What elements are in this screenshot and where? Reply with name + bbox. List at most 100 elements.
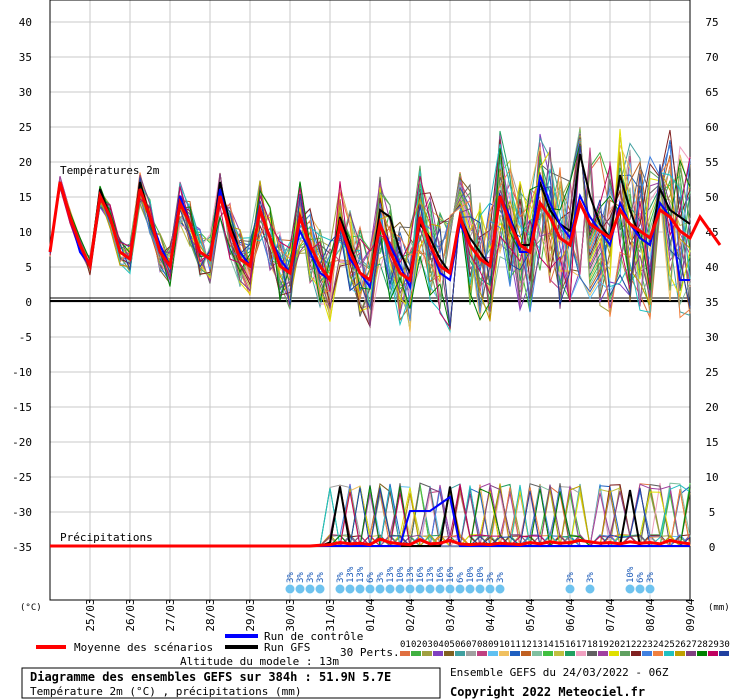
snow-probability-label: 10% [626,566,636,583]
legend: Moyenne des scénarios Run de contrôle Ru… [36,630,730,668]
right-tick-label: 0 [709,541,716,554]
left-tick-label: -10 [12,366,32,379]
chart-series [48,127,722,548]
perturbation-color-swatch [587,651,597,656]
date-tick-label: 31/03 [324,598,337,631]
right-tick-label: 60 [705,121,718,134]
perturbation-id-label: 30 [719,640,730,650]
legend-perts-label: 30 Perts. [340,646,400,659]
right-tick-label: 65 [705,86,718,99]
left-tick-label: -20 [12,436,32,449]
snow-flake-icon [384,583,396,595]
perturbation-id-label: 24 [653,640,664,650]
left-tick-label: 25 [19,121,32,134]
perturbation-color-swatch [598,651,608,656]
right-tick-label: 15 [705,436,718,449]
date-tick-label: 03/04 [444,598,457,631]
left-tick-label: 30 [19,86,32,99]
perturbation-color-swatch [708,651,718,656]
snow-flake-icon [434,583,446,595]
snow-probability-label: 3% [566,572,576,583]
date-tick-label: 30/03 [284,598,297,631]
snow-flake-icon [374,583,386,595]
snow-probability-label: 16% [436,566,446,583]
perturbation-color-swatch [543,651,553,656]
footer-run-info: Ensemble GEFS du 24/03/2022 - 06Z [450,666,669,679]
right-tick-label: 40 [705,261,718,274]
perturbation-color-swatch [466,651,476,656]
snow-flake-icon [624,583,636,595]
perturbation-color-swatch [719,651,729,656]
perturbation-color-swatch [422,651,432,656]
snow-probability-label: 16% [416,566,426,583]
perturbation-id-label: 16 [565,640,576,650]
footer-title: Diagramme des ensembles GEFS sur 384h : … [30,670,391,684]
snow-flake-icon [354,583,366,595]
perturbation-id-label: 05 [444,640,455,650]
snow-flake-icon [284,583,296,595]
left-axis-unit: (°C) [20,603,42,613]
snow-probability-label: 3% [486,572,496,583]
snow-flake-icon [314,583,326,595]
snow-probability-label: 13% [356,566,366,583]
perturbation-id-label: 08 [477,640,488,650]
date-tick-label: 29/03 [244,598,257,631]
legend-mean-label: Moyenne des scénarios [74,641,213,654]
snow-probability-label: 3% [336,572,346,583]
left-tick-label: -5 [19,331,32,344]
perturbation-color-swatch [653,651,663,656]
snow-flake-icon [414,583,426,595]
mean-temperature-line [48,181,722,284]
legend-altitude: Altitude du modele : 13m [180,655,339,668]
snow-flake-icon [564,583,576,595]
date-tick-label: 08/04 [644,598,657,631]
snow-flake-icon [644,583,656,595]
perturbation-color-swatch [433,651,443,656]
perturbation-id-label: 25 [664,640,675,650]
perturbation-id-label: 09 [488,640,499,650]
right-tick-label: 20 [705,401,718,414]
right-axis-unit: (mm) [708,603,730,613]
footer-copyright: Copyright 2022 Meteociel.fr [450,685,645,699]
snow-probability-label: 3% [316,572,326,583]
snow-flake-icon [404,583,416,595]
perturbation-id-label: 29 [708,640,719,650]
snow-probability-label: 13% [346,566,356,583]
perturbation-color-swatch [411,651,421,656]
perturbation-id-label: 17 [576,640,587,650]
perturbation-id-label: 22 [631,640,642,650]
snow-flake-icon [304,583,316,595]
perturbation-id-label: 11 [510,640,521,650]
perturbation-id-label: 07 [466,640,477,650]
perturbation-id-label: 13 [532,640,543,650]
snow-probability-label: 6% [366,572,376,583]
perturbation-color-swatch [697,651,707,656]
perturbation-color-swatch [455,651,465,656]
perturbation-color-swatch [521,651,531,656]
snow-flake-icon [484,583,496,595]
perturbation-id-label: 01 [400,640,411,650]
perturbation-color-swatch [576,651,586,656]
perturbation-id-label: 10 [499,640,510,650]
snow-flake-icon [474,583,486,595]
perturbation-color-swatch [554,651,564,656]
perturbation-color-swatch [400,651,410,656]
snow-markers: 3% 3% 3% 3% 3% 13% 13% 6% 3% 13% 10% 13% 16% 13% 16% 16… [284,566,656,595]
perturbation-id-label: 23 [642,640,653,650]
date-tick-label: 28/03 [204,598,217,631]
snow-flake-icon [364,583,376,595]
perturbation-color-swatch [510,651,520,656]
mean-precip-line [50,537,691,548]
left-tick-label: 35 [19,51,32,64]
left-tick-label: 15 [19,191,32,204]
legend-control-label: Run de contrôle [264,630,363,643]
perturbation-id-label: 12 [521,640,532,650]
snow-probability-label: 3% [286,572,296,583]
perturbation-color-swatch [620,651,630,656]
snow-flake-icon [634,583,646,595]
left-tick-label: -35 [12,541,32,554]
snow-probability-label: 13% [386,566,396,583]
date-tick-label: 06/04 [564,598,577,631]
precipitation-panel-label: Précipitations [60,531,153,544]
snow-flake-icon [584,583,596,595]
